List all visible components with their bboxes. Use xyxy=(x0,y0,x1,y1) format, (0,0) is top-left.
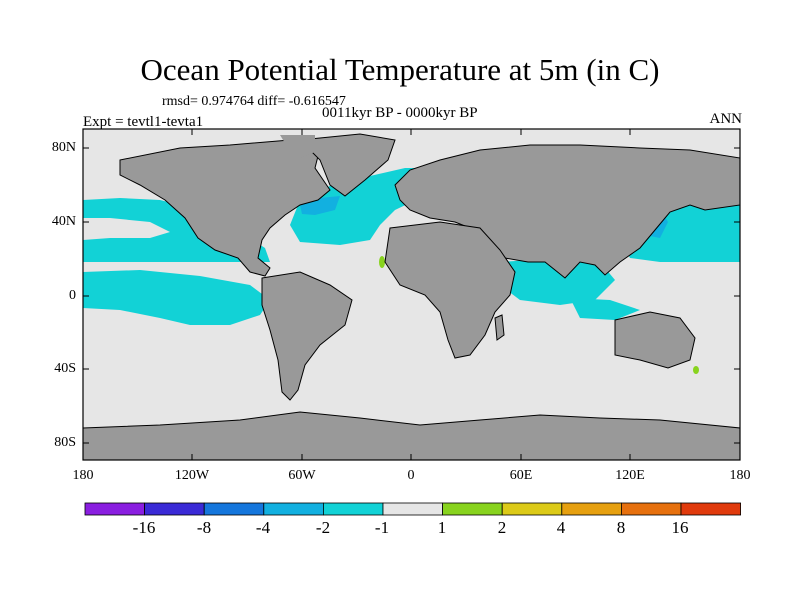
maritime-cool-anomaly xyxy=(570,298,640,320)
colorbar xyxy=(84,502,741,516)
colorbar-label: 1 xyxy=(437,518,447,537)
south-america-landmass xyxy=(261,271,353,401)
period-text: 0011kyr BP - 0000kyr BP xyxy=(322,105,478,121)
experiment-label: Expt = tevtl1-tevta1 xyxy=(83,114,204,130)
colorbar-label: -1 xyxy=(374,518,390,537)
lon-tick-label: 120E xyxy=(615,468,645,483)
figure-title: Ocean Potential Temperature at 5m (in C) xyxy=(140,52,660,87)
lon-tick-label: 0 xyxy=(407,468,415,483)
africa-landmass xyxy=(384,221,516,359)
season-label: ANN xyxy=(709,111,743,127)
colorbar-swatch xyxy=(322,502,384,516)
lat-tick-label: 40N xyxy=(51,214,76,229)
colorbar-label: -2 xyxy=(315,518,331,537)
lon-tick-label: 60W xyxy=(288,468,316,483)
lon-tick-label: 60E xyxy=(509,468,533,483)
colorbar-label: 16 xyxy=(671,518,689,537)
tropical-pacific-cool-anomaly xyxy=(83,270,270,325)
colorbar-label: 8 xyxy=(616,518,626,537)
lon-tick-label: 180 xyxy=(72,468,94,483)
north-atlantic-cooler-anomaly xyxy=(300,196,340,215)
colorbar-swatch xyxy=(621,502,682,516)
atlantic-warm-patch xyxy=(379,256,385,268)
colorbar-swatch xyxy=(203,502,265,516)
lat-tick-label: 40S xyxy=(54,361,76,376)
indian-ocean-cool-anomaly xyxy=(500,258,615,305)
lat-tick-label: 0 xyxy=(69,288,76,303)
map-ticks xyxy=(82,129,741,460)
land-layer xyxy=(82,133,741,461)
arctic-ice xyxy=(280,135,315,158)
lon-tick-label: 120W xyxy=(174,468,210,483)
lon-tick-label: 180 xyxy=(729,468,751,483)
stats-text: rmsd= 0.974764 diff= -0.616547 xyxy=(162,94,346,109)
colorbar-label: -4 xyxy=(255,518,271,537)
colorbar-label: 2 xyxy=(497,518,507,537)
colorbar-swatch xyxy=(144,502,205,516)
colorbar-label: -16 xyxy=(132,518,156,537)
colorbar-swatch xyxy=(680,502,741,516)
colorbar-swatch xyxy=(442,502,503,516)
colorbar-swatch xyxy=(382,502,443,516)
colorbar-swatch xyxy=(561,502,622,516)
tasman-warm-patch xyxy=(693,366,699,374)
colorbar-swatch xyxy=(263,502,324,516)
lat-tick-label: 80S xyxy=(54,435,76,450)
colorbar-swatch xyxy=(84,502,145,516)
lat-tick-label: 80N xyxy=(51,140,76,155)
greenland-landmass xyxy=(298,133,396,197)
colorbar-label: -8 xyxy=(196,518,212,537)
madagascar-landmass xyxy=(494,314,505,341)
colorbar-label: 4 xyxy=(556,518,566,537)
colorbar-swatch xyxy=(501,502,563,516)
australia-landmass xyxy=(614,311,696,369)
